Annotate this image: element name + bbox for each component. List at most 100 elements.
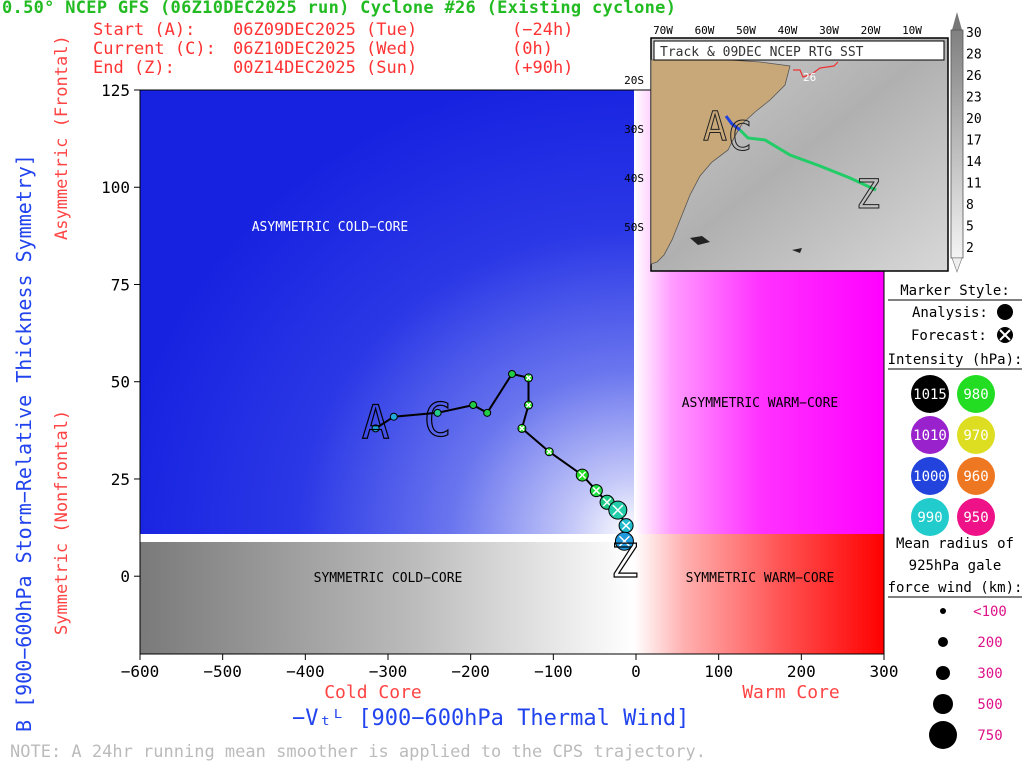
end-label: End (Z): — [93, 58, 175, 78]
asymmetric-cold-core-region — [140, 90, 634, 534]
forecast-point — [575, 468, 589, 482]
analysis-point — [433, 408, 442, 417]
inset-label-z: Z — [856, 172, 880, 218]
x-tick-label: −500 — [203, 662, 242, 681]
inset-lat-label: 30S — [624, 123, 644, 136]
intensity-value: 970 — [963, 428, 988, 444]
plot-frame — [139, 89, 885, 655]
legend-forecast-marker — [997, 327, 1013, 343]
intensity-swatch-970: 970 — [957, 416, 995, 454]
intensity-value: 950 — [963, 510, 988, 526]
inset-prior-track — [793, 61, 839, 78]
intensity-swatch-980: 980 — [957, 375, 995, 413]
x-tick-label: 100 — [704, 662, 733, 681]
y-tick-label: 125 — [101, 81, 130, 100]
colorbar-label: 30 — [966, 26, 982, 41]
y-tick-label: 25 — [111, 470, 130, 489]
quadrant-asymmetric-cold: ASYMMETRIC COLD−CORE — [252, 220, 409, 235]
radius-label: <100 — [973, 604, 1007, 620]
x-tick-label: 200 — [787, 662, 816, 681]
legend-marker-style-title: Marker Style: — [900, 283, 1010, 299]
current-date: 06Z10DEC2025 (Wed) — [233, 39, 418, 59]
colorbar-label: 5 — [966, 220, 974, 235]
colorbar-label: 11 — [966, 177, 982, 192]
footnote: NOTE: A 24hr running mean smoother is ap… — [10, 742, 706, 762]
inset-lon-label: 70W — [653, 24, 673, 37]
inset-lat-label: 20S — [624, 74, 644, 87]
legend-radius-title-2: 925hPa gale — [909, 558, 1002, 574]
legend-intensity-title: Intensity (hPa): — [888, 352, 1023, 368]
inset-track-forecast — [738, 128, 877, 192]
x-note-warm-core: Warm Core — [742, 682, 840, 703]
inset-storm-number: 26 — [803, 71, 816, 84]
legend-analysis-marker — [997, 304, 1013, 320]
inset-lon-label: 20W — [861, 24, 881, 37]
symmetric-warm-core-region — [634, 534, 884, 654]
inset-lon-label: 40W — [778, 24, 798, 37]
forecast-point — [608, 500, 628, 520]
colorbar-label: 20 — [966, 112, 982, 127]
inset-title: Track & 09DEC NCEP RTG SST — [660, 45, 864, 60]
x-axis-title: −Vₜᴸ [900−600hPa Thermal Wind] — [292, 706, 690, 731]
analysis-point — [508, 369, 516, 378]
inset-lon-label: 10W — [902, 24, 922, 37]
track-label-a: A — [362, 395, 390, 449]
x-tick-label: −600 — [121, 662, 160, 681]
legend-forecast-label: Forecast: — [911, 328, 987, 344]
quadrant-asymmetric-warm: ASYMMETRIC WARM−CORE — [682, 396, 839, 411]
symmetric-cold-core-region — [140, 542, 634, 654]
colorbar-label: 23 — [966, 91, 982, 106]
inset-lon-label: 50W — [736, 24, 756, 37]
inset-label-c: C — [728, 114, 752, 160]
x-note-cold-core: Cold Core — [324, 682, 422, 703]
x-tick-label: −300 — [369, 662, 408, 681]
colorbar-label: 8 — [966, 198, 974, 213]
intensity-value: 1010 — [913, 428, 947, 444]
y-tick-label: 0 — [120, 567, 130, 586]
legend-panel: Marker Style: Analysis: Forecast: Intens… — [888, 283, 1023, 749]
intensity-value: 960 — [963, 469, 988, 485]
analysis-point — [483, 408, 492, 417]
end-date: 00Z14DEC2025 (Sun) — [233, 58, 418, 78]
legend-radius-title-3: force wind (km): — [888, 580, 1023, 596]
inset-track-analysis — [724, 115, 741, 132]
intensity-swatch-960: 960 — [957, 457, 995, 495]
intensity-swatch-990: 990 — [911, 498, 949, 536]
x-tick-label: −100 — [534, 662, 573, 681]
x-tick-label: −200 — [451, 662, 490, 681]
forecast-point — [614, 531, 634, 551]
divider-band — [140, 534, 634, 542]
radius-marker — [938, 637, 948, 647]
colorbar-label: 28 — [966, 48, 982, 63]
radius-marker — [940, 608, 946, 614]
sst-colorbar: 30 28 26 23 20 17 14 11 8 5 2 — [950, 12, 982, 273]
start-label: Start (A): — [93, 20, 196, 40]
forecast-point — [524, 373, 534, 383]
inset-label-a: A — [703, 104, 727, 150]
track-label-c: C — [424, 393, 452, 447]
legend-analysis-label: Analysis: — [912, 305, 988, 321]
forecast-point — [517, 423, 527, 433]
current-label: Current (C): — [93, 39, 216, 59]
intensity-value: 1000 — [913, 469, 947, 485]
radius-label: 500 — [977, 697, 1002, 713]
continent-landmass — [650, 57, 791, 265]
radius-label: 750 — [977, 728, 1002, 744]
intensity-value: 980 — [963, 387, 988, 403]
intensity-value: 990 — [917, 510, 942, 526]
radius-label: 300 — [977, 666, 1002, 682]
south-georgia-island — [792, 248, 802, 253]
radius-marker — [936, 666, 950, 680]
start-offset: (−24h) — [512, 20, 574, 40]
x-tick-label: −400 — [286, 662, 325, 681]
y-tick-label: 75 — [111, 275, 130, 294]
x-tick-label: 300 — [870, 662, 899, 681]
intensity-swatch-1015: 1015 — [911, 375, 949, 413]
forecast-point — [589, 484, 603, 498]
analysis-point — [389, 412, 398, 421]
y-tick-label: 50 — [111, 373, 130, 392]
analysis-point — [371, 424, 380, 433]
falkland-islands — [690, 236, 710, 245]
intensity-swatch-1010: 1010 — [911, 416, 949, 454]
